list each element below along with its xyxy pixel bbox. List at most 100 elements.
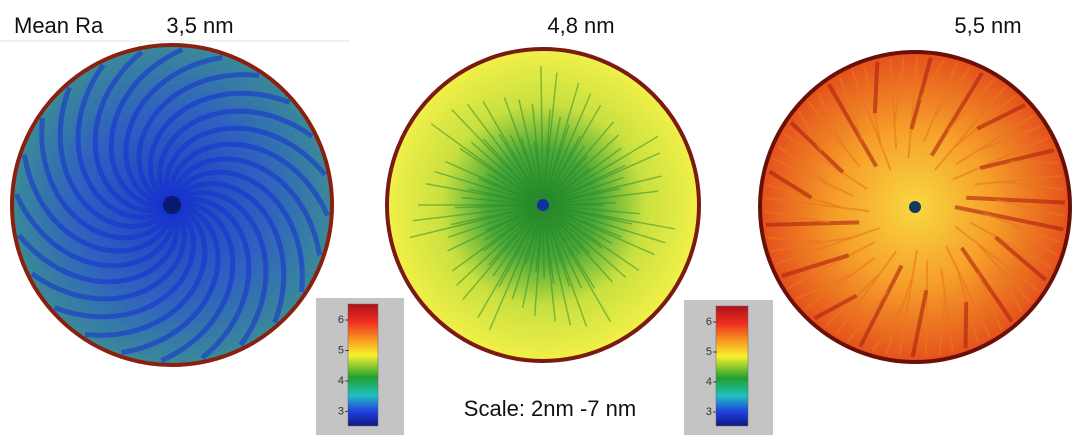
texture [542, 135, 659, 206]
texture [57, 86, 175, 230]
texture [804, 257, 876, 310]
texture [486, 173, 544, 206]
texture [169, 156, 323, 256]
texture [451, 204, 544, 272]
texture [771, 236, 853, 253]
texture [482, 100, 544, 206]
texture [872, 61, 880, 114]
texture [885, 278, 913, 355]
texture [954, 205, 1064, 232]
texture [542, 204, 545, 280]
center-spot [537, 199, 549, 211]
texture [768, 169, 813, 200]
texture [781, 253, 850, 278]
texture [783, 133, 868, 190]
texture [969, 221, 1053, 269]
texture [461, 196, 544, 206]
colorbar [684, 300, 773, 435]
texture [817, 92, 843, 144]
texture [542, 204, 640, 215]
texture [535, 204, 544, 273]
texture [839, 76, 863, 141]
texture [430, 123, 544, 206]
texture [542, 190, 659, 206]
texture [123, 54, 223, 208]
texture [434, 170, 544, 206]
texture [766, 183, 841, 208]
texture [1004, 181, 1065, 191]
texture [542, 204, 556, 322]
texture [764, 210, 830, 224]
texture [954, 225, 1040, 293]
colorbar-tick-label: 5 [706, 346, 712, 358]
texture [542, 155, 588, 206]
texture [765, 196, 870, 213]
texture [1010, 223, 1058, 257]
map-label: 4,8 nm [547, 13, 614, 38]
texture [170, 190, 269, 347]
header-label: Mean Ra [14, 13, 104, 38]
texture [934, 86, 1006, 171]
colorbar-tick-label: 6 [706, 316, 712, 328]
map-label: 3,5 nm [166, 13, 233, 38]
texture [795, 274, 851, 300]
texture [466, 103, 544, 206]
texture [448, 204, 544, 239]
texture [531, 103, 544, 206]
texture [147, 90, 291, 208]
texture [21, 154, 175, 254]
texture [483, 204, 544, 242]
texture [910, 289, 929, 358]
map-label: 5,5 nm [954, 13, 1021, 38]
texture [542, 147, 622, 206]
texture [521, 204, 544, 309]
texture [542, 204, 655, 256]
texture [847, 291, 889, 342]
texture [851, 70, 892, 171]
texture [952, 137, 1049, 181]
texture [929, 71, 984, 157]
texture [542, 204, 572, 326]
texture [789, 121, 845, 174]
texture [997, 267, 1023, 313]
scale-note: Scale: 2nm -7 nm [464, 396, 636, 421]
texture [542, 152, 661, 206]
texture [976, 272, 1003, 331]
texture [957, 272, 979, 344]
texture [520, 137, 544, 206]
texture [542, 204, 627, 278]
texture [157, 108, 314, 207]
texture [542, 204, 613, 245]
texture [925, 260, 929, 357]
texture [488, 204, 544, 266]
colorbar-tick-label: 6 [338, 314, 344, 326]
texture [108, 47, 184, 209]
texture [798, 111, 823, 152]
texture [938, 298, 946, 356]
center-spot [909, 201, 921, 213]
texture [777, 145, 827, 184]
texture [542, 93, 592, 206]
texture [17, 203, 181, 285]
colorbar-tick-label: 4 [338, 375, 344, 387]
texture [39, 117, 175, 241]
texture [488, 204, 544, 331]
texture [92, 50, 174, 214]
texture [30, 203, 187, 302]
texture [14, 193, 176, 269]
texture [946, 78, 995, 132]
texture [542, 105, 602, 206]
texture [170, 196, 252, 360]
texture [980, 125, 1042, 151]
texture [492, 204, 544, 277]
texture [983, 212, 1062, 244]
texture [955, 114, 1035, 166]
texture [542, 204, 571, 288]
texture [995, 198, 1065, 218]
texture [775, 227, 881, 265]
texture [909, 57, 933, 130]
texture [976, 103, 1026, 131]
colorbar-tick-label: 5 [338, 344, 344, 356]
texture [470, 141, 544, 206]
